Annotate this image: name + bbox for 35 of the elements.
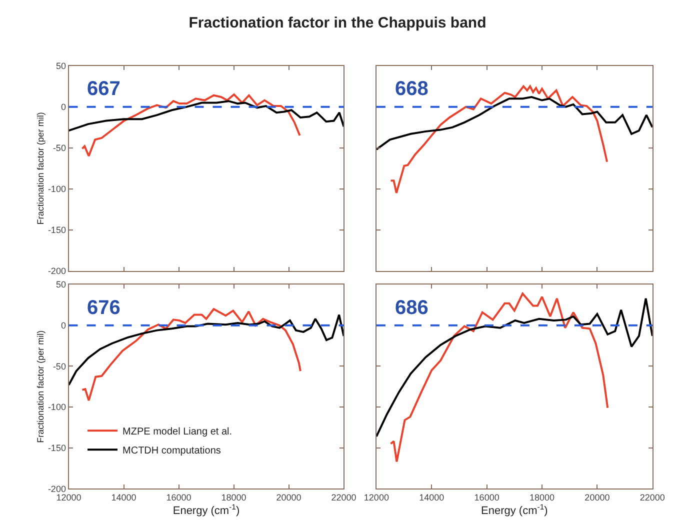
annotation: 667 <box>87 78 120 100</box>
x-tick-label: 20000 <box>276 492 302 502</box>
x-tick-label: 12000 <box>364 492 389 502</box>
y-tick-label: -50 <box>52 142 66 153</box>
x-tick-label: 16000 <box>474 492 500 502</box>
annotation: 668 <box>395 78 428 100</box>
x-tick-label: 18000 <box>529 492 555 502</box>
y-axis-title: Fractionation factor (per mil) <box>35 112 46 225</box>
x-tick-label: 16000 <box>166 492 192 502</box>
x-axis-title: Energy (cm$^{-1}$) <box>172 502 240 518</box>
x-tick-label: 22000 <box>331 492 356 502</box>
y-tick-label: -200 <box>48 484 66 494</box>
y-tick-label: -50 <box>52 361 66 372</box>
x-tick-label: 22000 <box>640 492 665 502</box>
y-tick-label: -100 <box>48 184 66 194</box>
x-tick-label: 20000 <box>584 492 610 502</box>
legend-label: MZPE model Liang et al. <box>122 426 232 438</box>
y-tick-label: 0 <box>60 320 66 331</box>
x-tick-label: 14000 <box>419 492 444 502</box>
y-axis-title: Fractionation factor (per mil) <box>35 330 46 443</box>
y-tick-label: -150 <box>48 442 66 453</box>
y-tick-label: -150 <box>48 225 66 236</box>
y-tick-label: 0 <box>60 102 66 112</box>
y-tick-label: 50 <box>56 60 66 71</box>
x-tick-label: 14000 <box>111 492 136 502</box>
x-tick-label: 18000 <box>221 492 246 502</box>
y-tick-label: -100 <box>48 402 66 412</box>
y-tick-label: -200 <box>48 266 66 276</box>
annotation: 686 <box>395 297 428 319</box>
y-tick-label: 50 <box>56 280 66 290</box>
annotation: 676 <box>87 297 120 319</box>
x-axis-title: Energy (cm$^{-1}$) <box>481 502 548 518</box>
x-tick-label: 12000 <box>56 492 82 502</box>
legend-label: MCTDH computations <box>122 446 221 457</box>
chart-title: Fractionation factor in the Chappuis band <box>188 14 486 32</box>
